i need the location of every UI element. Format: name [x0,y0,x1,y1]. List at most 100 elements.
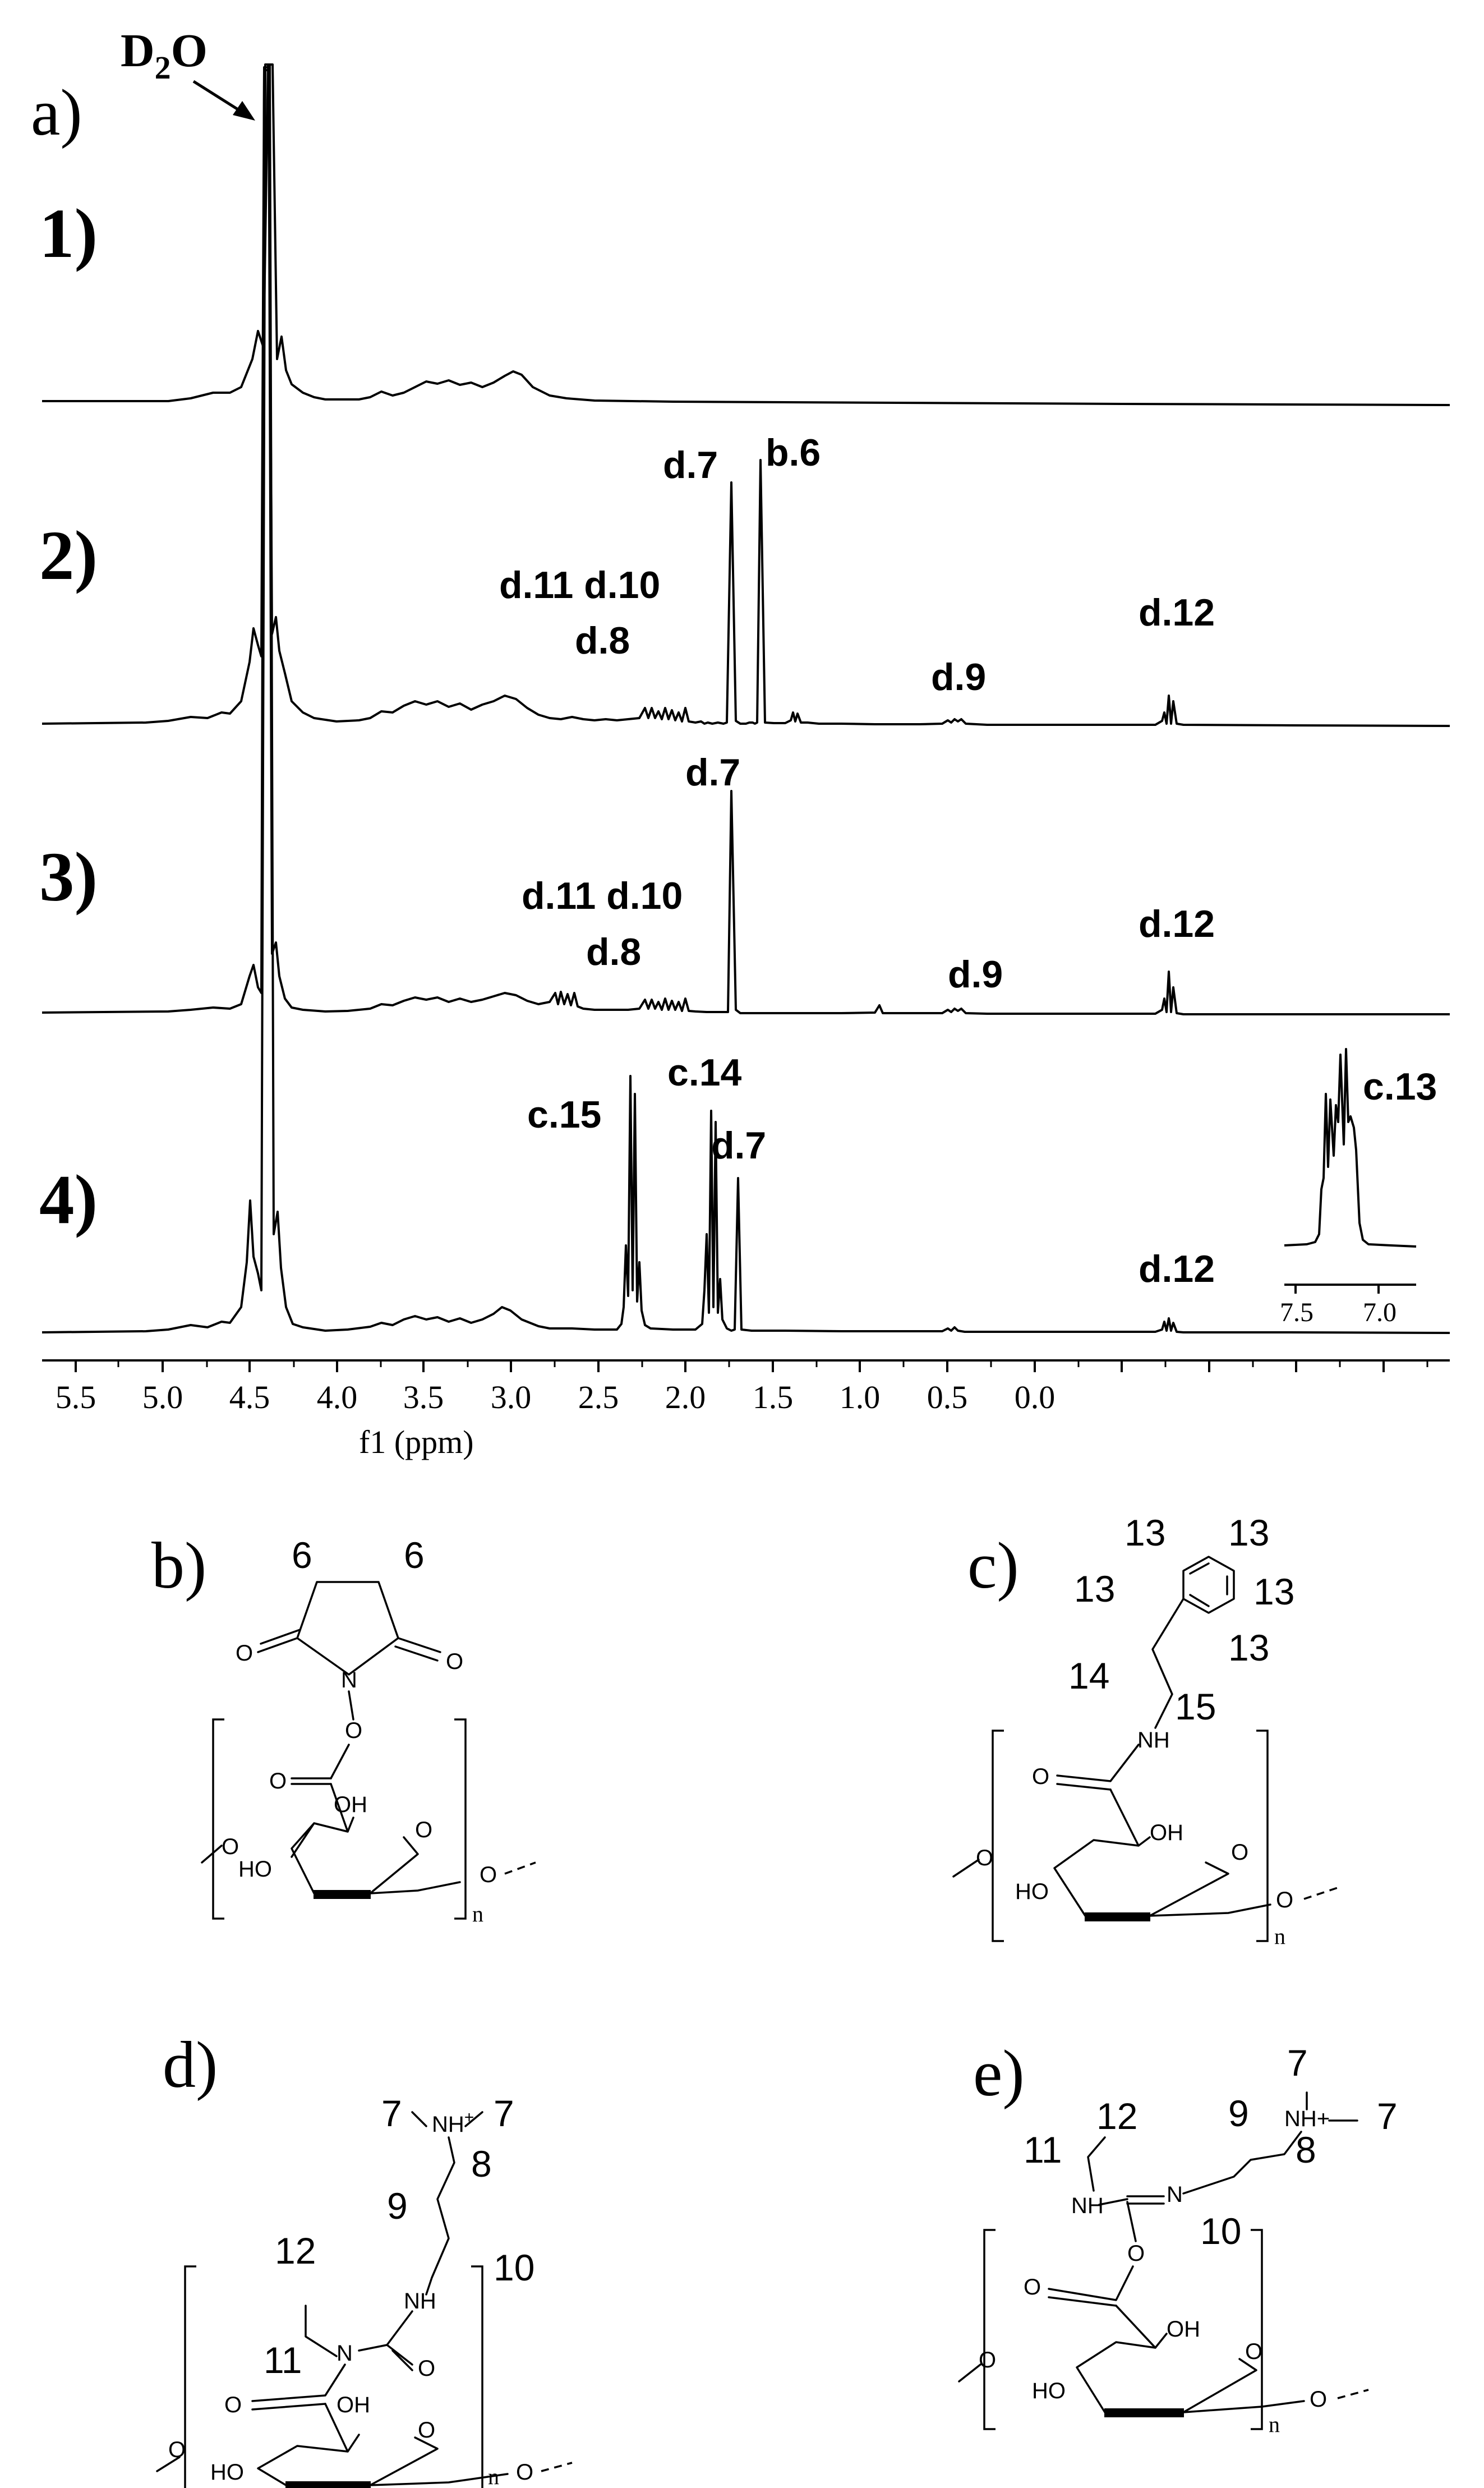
atom-o: O [345,1718,362,1743]
inset-aromatic-trace [1284,1048,1417,1248]
isourea-bond [1087,2136,1165,2206]
atom-o: O [1231,1840,1248,1865]
atom-number: 13 [1228,1627,1269,1668]
ethyl-chain [1151,1598,1185,1729]
x-axis-label: f1 (ppm) [359,1424,474,1460]
sugar-ring [257,2403,509,2486]
atom-nh-plus: NH+ [1284,2107,1330,2131]
peak-label: d.12 [1139,1248,1215,1290]
succinimide-ring [296,1581,399,1676]
atom-ho: HO [238,1857,272,1882]
atom-number: 9 [1228,2093,1249,2134]
solvent-label: D2O [121,25,208,86]
inset-tick-label: 7.5 [1280,1298,1314,1327]
atom-number: 12 [275,2230,316,2271]
peak-label: d.12 [1139,591,1215,634]
atom-number: 13 [1074,1568,1115,1609]
sugar-ring [1053,1788,1271,1917]
glycosidic-bond [958,2363,981,2383]
atom-number: 13 [1228,1512,1269,1553]
atom-o: O [236,1641,253,1666]
propyl-chain [1182,2091,1358,2195]
solvent-arrowhead [233,101,255,121]
atom-oh: OH [1167,2317,1200,2342]
panel-a-nmr-spectra: a) D2O 1) 2) 3) 4) 7.5 7.0 d.7 b.6 d.11 … [31,25,1450,1460]
peak-label: d.11 d.10 [522,875,683,917]
repeat-n: n [1274,1924,1285,1949]
carbonyl-bond [257,1629,301,1653]
atom-o: O [446,1649,463,1674]
x-tick-label: 0.5 [927,1379,968,1415]
panel-c-letter: c) [967,1529,1019,1602]
panel-d-structure: d) 7 7 8 9 10 11 12 NH+ NH N O O OH HO O… [156,2028,573,2488]
glycosidic-bond [952,1859,980,1878]
atom-o: O [415,1818,432,1842]
atom-number: 13 [1253,1571,1294,1612]
peak-label: d.7 [685,751,740,794]
repeat-bracket [184,2265,483,2488]
atom-o: O [418,2418,435,2443]
atom-o: O [269,1769,287,1793]
atom-number: 11 [264,2339,302,2381]
x-tick-label: 3.0 [491,1379,532,1415]
atom-nh: NH [1071,2193,1104,2218]
x-tick-label: 4.5 [229,1379,270,1415]
atom-o: O [222,1834,239,1859]
peak-label: d.8 [586,931,641,973]
x-axis-tick-labels: 5.5 5.0 4.5 4.0 3.5 3.0 2.5 2.0 1.5 1.0 … [56,1379,1056,1415]
panel-e-letter: e) [973,2036,1025,2110]
inset-tick-label: 7.0 [1363,1298,1397,1327]
x-tick-label: 0.0 [1015,1379,1056,1415]
atom-n: N [1167,2182,1183,2207]
peak-label: d.12 [1139,903,1215,945]
x-tick-label: 4.0 [317,1379,358,1415]
atom-n: N [341,1668,357,1693]
x-axis-ticks [75,1360,1428,1372]
x-tick-label: 5.5 [56,1379,96,1415]
peak-label: b.6 [766,431,821,474]
spectrum-trace-3 [42,69,1450,1015]
atom-number: 11 [1024,2129,1062,2170]
atom-number: 15 [1175,1686,1216,1727]
atom-o: O [1310,2387,1327,2412]
trace-label-2: 2) [39,517,98,595]
atom-oh: OH [1150,1820,1183,1845]
peak-label: d.7 [711,1124,766,1167]
peak-label: d.8 [575,619,630,662]
atom-o: O [418,2356,435,2381]
glycosidic-bond [156,2456,181,2472]
peak-label: d.7 [663,444,718,486]
peak-label: d.11 d.10 [499,564,660,606]
panel-e-structure: e) 7 7 8 9 10 11 12 NH+ NH N O O OH HO O… [958,2036,1398,2437]
glycosidic-dash [541,2462,573,2472]
peak-label: c.13 [1363,1065,1437,1108]
atom-number: 14 [1068,1655,1109,1696]
panel-b-letter: b) [151,1529,206,1602]
glycosidic-dash [1303,1887,1338,1900]
peak-labels: d.7 b.6 d.11 d.10 d.8 d.9 d.12 d.7 d.11 … [499,431,1437,1290]
atom-oh: OH [337,2393,370,2417]
peak-label: c.14 [667,1051,742,1094]
sugar-ring-wedge [1085,1912,1150,1921]
atom-number: 7 [1377,2095,1398,2137]
peak-label: d.9 [948,953,1003,996]
atom-number: 7 [1287,2042,1308,2084]
atom-o: O [976,1846,993,1870]
repeat-n: n [1269,2412,1280,2437]
repeat-bracket [212,1718,467,1920]
atom-oh: OH [334,1792,367,1817]
x-tick-label: 2.0 [665,1379,706,1415]
atom-number: 8 [471,2143,492,2185]
atom-o: O [1024,2275,1041,2300]
x-tick-label: 3.5 [403,1379,444,1415]
atom-number: 9 [387,2185,408,2227]
atom-o: O [224,2393,242,2417]
urea-bond [305,2305,413,2371]
panel-a-letter: a) [31,76,82,149]
trace-label-4: 4) [39,1161,98,1239]
ester-link [330,1690,354,1779]
atom-o: O [979,2348,996,2372]
sugar-ring-wedge [1104,2408,1184,2417]
propyl-chain [411,2111,483,2296]
